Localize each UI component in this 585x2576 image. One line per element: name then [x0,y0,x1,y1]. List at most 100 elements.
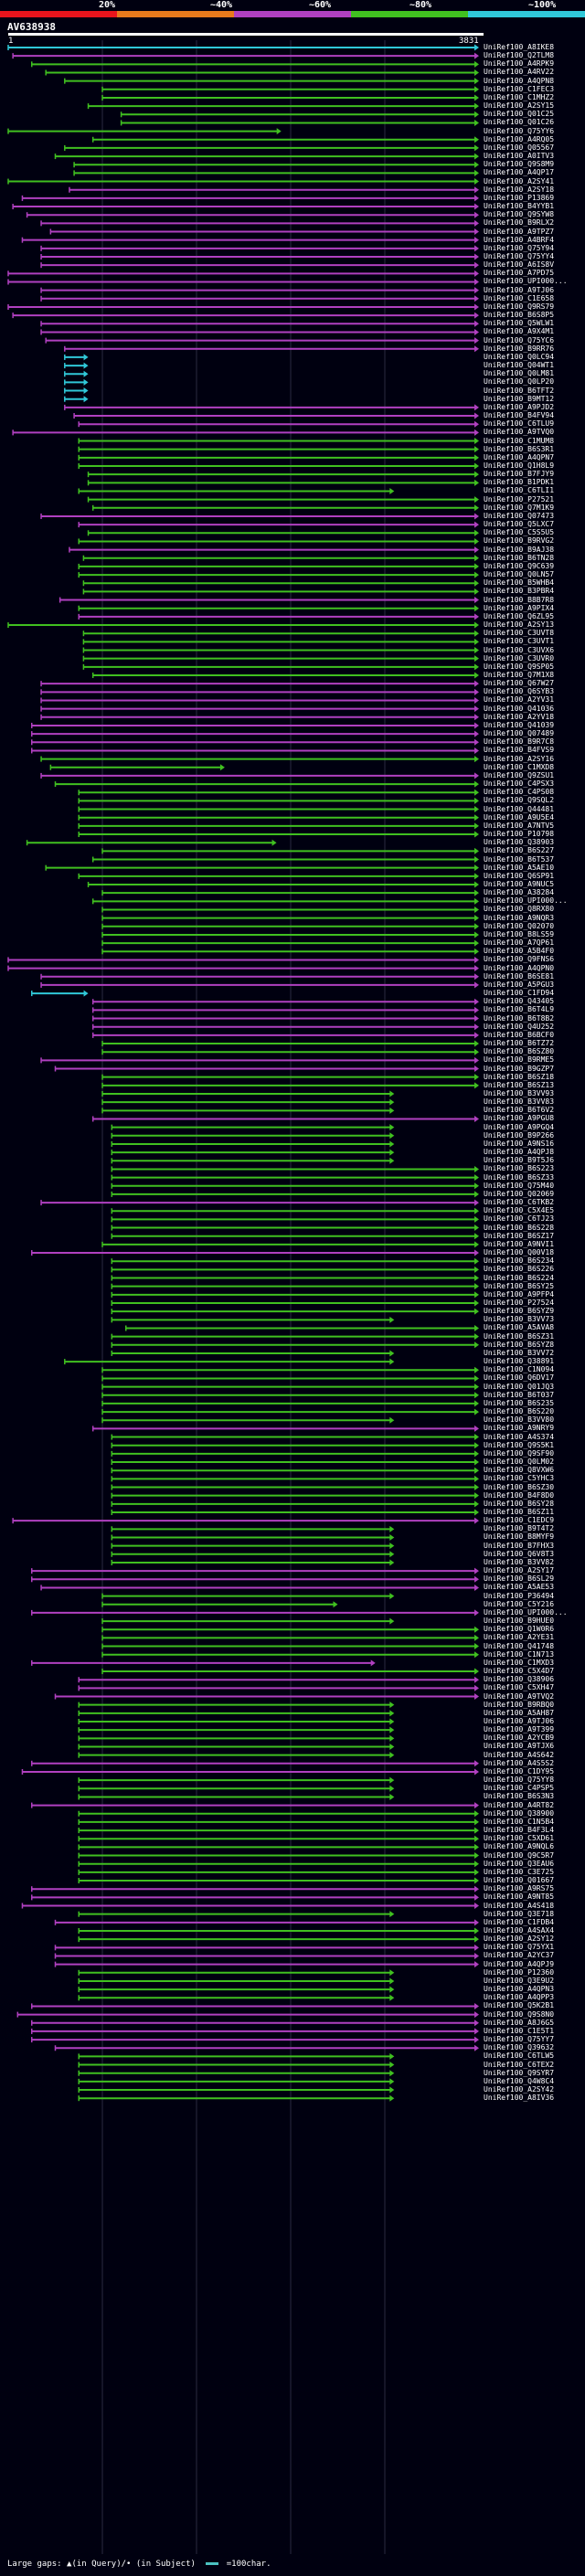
hit-label[interactable]: UniRef100_B6S3R1 [484,444,555,453]
hit-label[interactable]: UniRef100_A5PGU3 [484,980,555,989]
hit-row[interactable] [73,412,479,419]
hit-row[interactable] [40,1056,479,1064]
hit-label[interactable]: UniRef100_Q39632 [484,2043,555,2052]
hit-row[interactable] [111,1475,479,1482]
hit-row[interactable] [7,44,479,51]
hit-label[interactable]: UniRef100_Q9SF90 [484,1448,555,1458]
hit-label[interactable]: UniRef100_UPI000... [484,1607,568,1617]
hit-label[interactable]: UniRef100_A9NUC5 [484,880,555,888]
hit-row[interactable] [21,237,479,244]
hit-label[interactable]: UniRef100_B3VV72 [484,1348,555,1357]
hit-label[interactable]: UniRef100_B6SZ80 [484,1047,555,1056]
hit-row[interactable] [111,1132,395,1140]
hit-label[interactable]: UniRef100_B6SYZ8 [484,1340,555,1349]
hit-row[interactable] [78,2094,395,2102]
hit-row[interactable] [78,789,479,796]
hit-label[interactable]: UniRef100_B6SZ30 [484,1482,555,1491]
hit-label[interactable]: UniRef100_C1MUM8 [484,436,555,445]
hit-row[interactable] [31,1659,376,1667]
hit-label[interactable]: UniRef100_A4QPN7 [484,452,555,461]
hit-row[interactable] [91,1023,479,1031]
hit-row[interactable] [78,1752,395,1759]
hit-label[interactable]: UniRef100_A9U5E4 [484,812,555,822]
hit-label[interactable]: UniRef100_Q02070 [484,921,555,930]
hit-label[interactable]: UniRef100_A9X4M1 [484,327,555,336]
hit-row[interactable] [40,973,479,981]
hit-row[interactable] [31,1893,479,1901]
hit-label[interactable]: UniRef100_Q07489 [484,729,555,738]
hit-row[interactable] [82,555,479,562]
hit-label[interactable]: UniRef100_A4RQ05 [484,134,555,143]
hit-label[interactable]: UniRef100_P13869 [484,193,555,202]
hit-label[interactable]: UniRef100_Q9C639 [484,561,555,570]
hit-label[interactable]: UniRef100_B9HUE0 [484,1617,555,1626]
hit-row[interactable] [111,1165,479,1172]
hit-label[interactable]: UniRef100_C6TLI1 [484,486,555,495]
hit-label[interactable]: UniRef100_B8LS59 [484,929,555,938]
hit-label[interactable]: UniRef100_B6TFT2 [484,386,555,395]
hit-row[interactable] [54,1919,480,1926]
hit-label[interactable]: UniRef100_A2YC37 [484,1951,555,1960]
hit-label[interactable]: UniRef100_Q1W0R6 [484,1625,555,1634]
hit-label[interactable]: UniRef100_A5AE10 [484,863,555,872]
hit-row[interactable] [101,939,479,947]
hit-label[interactable]: UniRef100_C1DY95 [484,1766,555,1776]
hit-label[interactable]: UniRef100_B6S226 [484,1265,555,1274]
hit-label[interactable]: UniRef100_C5X4E5 [484,1206,555,1215]
hit-label[interactable]: UniRef100_Q5K2B1 [484,2001,555,2010]
hit-row[interactable] [101,1643,479,1650]
hit-label[interactable]: UniRef100_B9RR76 [484,344,555,353]
hit-label[interactable]: UniRef100_A9RS75 [484,1884,555,1893]
hit-label[interactable]: UniRef100_Q8RX80 [484,905,555,914]
hit-label[interactable]: UniRef100_A4QPJ8 [484,1148,555,1157]
hit-row[interactable] [101,1651,479,1659]
hit-label[interactable]: UniRef100_B9MT12 [484,394,555,403]
hit-row[interactable] [120,119,479,126]
hit-row[interactable] [78,454,479,461]
hit-label[interactable]: UniRef100_B6SZ13 [484,1080,555,1089]
hit-label[interactable]: UniRef100_Q5WLW1 [484,319,555,328]
hit-label[interactable]: UniRef100_C1FEC3 [484,84,555,93]
hit-label[interactable]: UniRef100_Q0LN57 [484,570,555,579]
hit-row[interactable] [49,228,479,236]
hit-row[interactable] [111,1266,479,1273]
hit-row[interactable] [87,881,479,888]
hit-label[interactable]: UniRef100_B9GZP7 [484,1064,555,1073]
hit-row[interactable] [111,1149,395,1156]
hit-row[interactable] [101,1098,395,1106]
hit-label[interactable]: UniRef100_Q9SYW8 [484,210,555,219]
hit-row[interactable] [78,1927,479,1935]
hit-label[interactable]: UniRef100_B6S227 [484,846,555,855]
hit-label[interactable]: UniRef100_B1PDK1 [484,478,555,487]
hit-row[interactable] [78,1852,479,1860]
hit-label[interactable]: UniRef100_Q75YC6 [484,335,555,345]
hit-label[interactable]: UniRef100_Q7M1X8 [484,671,555,679]
hit-label[interactable]: UniRef100_Q38906 [484,1675,555,1684]
hit-row[interactable] [78,1818,479,1826]
hit-row[interactable] [40,696,479,704]
hit-row[interactable] [91,1425,479,1432]
hit-label[interactable]: UniRef100_A4SAX4 [484,1926,555,1935]
hit-label[interactable]: UniRef100_Q9ZSU1 [484,770,555,779]
hit-row[interactable] [111,1434,479,1441]
hit-row[interactable] [45,337,479,345]
hit-row[interactable] [12,429,479,436]
hit-label[interactable]: UniRef100_Q38903 [484,838,555,847]
hit-row[interactable] [111,1551,395,1558]
hit-row[interactable] [78,2070,395,2077]
hit-row[interactable] [78,613,479,620]
hit-row[interactable] [40,287,479,294]
hit-row[interactable] [87,102,479,110]
hit-row[interactable] [101,1090,395,1097]
hit-label[interactable]: UniRef100_Q9FNS6 [484,955,555,964]
hit-label[interactable]: UniRef100_B9T5J6 [484,1156,555,1165]
hit-row[interactable] [125,1324,479,1331]
hit-row[interactable] [7,128,282,135]
hit-label[interactable]: UniRef100_Q9RS79 [484,302,555,311]
hit-label[interactable]: UniRef100_B6S3N3 [484,1792,555,1801]
hit-row[interactable] [31,1609,479,1617]
hit-label[interactable]: UniRef100_B6SY25 [484,1281,555,1290]
hit-row[interactable] [78,1969,395,1977]
hit-row[interactable] [58,597,479,604]
hit-row[interactable] [78,1827,479,1834]
